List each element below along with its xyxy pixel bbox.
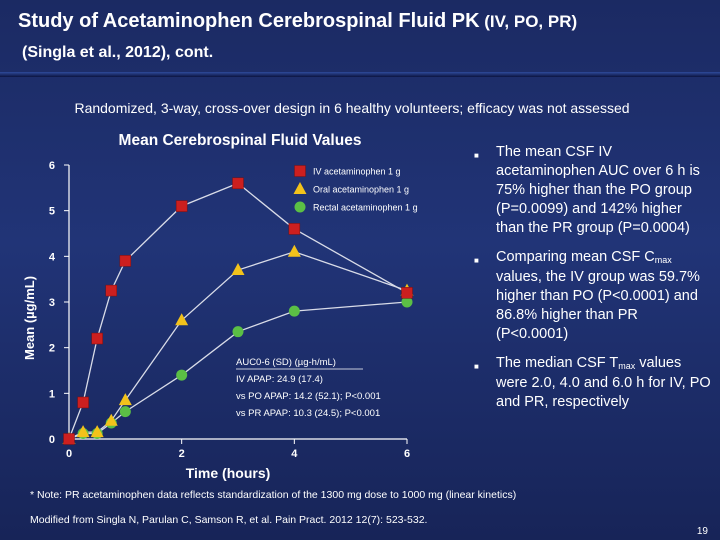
finding-tmax: ■ The median CSF Tmax values were 2.0, 4… (474, 354, 714, 412)
page-title-main: Study of Acetaminophen Cerebrospinal Flu… (18, 10, 480, 32)
data-point-circle (288, 305, 300, 317)
data-point-circle (119, 406, 131, 418)
data-point-triangle (90, 425, 104, 438)
auc-annotation-line: AUC0-6 (SD) (µg-h/mL) (236, 357, 336, 368)
finding-cmax-text-end: values, the IV group was 59.7% higher th… (496, 269, 700, 342)
page-number: 19 (696, 526, 708, 537)
x-axis-label: Time (hours) (186, 465, 271, 481)
page-title: Study of Acetaminophen Cerebrospinal Flu… (18, 10, 577, 33)
legend-marker-triangle (293, 182, 307, 194)
bullet-square-icon: ■ (474, 151, 479, 160)
y-axis-label: Mean (µg/mL) (22, 276, 37, 360)
data-point-triangle (287, 244, 301, 257)
data-point-triangle (76, 425, 90, 438)
finding-auc: ■ The mean CSF IV acetaminophen AUC over… (474, 143, 714, 238)
auc-annotation-line: vs PO APAP: 14.2 (52.1); P<0.001 (236, 391, 381, 402)
x-tick-label: 6 (404, 448, 410, 460)
finding-tmax-text-end: values were 2.0, 4.0 and 6.0 h for IV, P… (496, 355, 711, 410)
data-point-circle (401, 296, 413, 308)
findings-list: ■ The mean CSF IV acetaminophen AUC over… (474, 143, 714, 422)
y-tick-label: 6 (49, 160, 55, 172)
data-point-triangle (104, 413, 118, 426)
bullet-square-icon: ■ (474, 256, 479, 265)
finding-tmax-text-start: The median CSF T (496, 355, 619, 371)
data-point-square (63, 433, 75, 445)
auc-annotation-line: IV APAP: 24.9 (17.4) (236, 374, 323, 385)
finding-auc-text: The mean CSF IV acetaminophen AUC over 6… (496, 144, 700, 236)
data-point-square (232, 177, 244, 190)
header-divider (0, 72, 720, 77)
data-point-square (119, 255, 132, 267)
data-point-triangle (175, 313, 189, 326)
y-tick-label: 1 (49, 388, 55, 400)
data-point-triangle (231, 263, 245, 276)
data-point-square (105, 284, 117, 297)
y-tick-label: 0 (49, 434, 55, 446)
data-point-circle (232, 326, 244, 338)
study-design-subtitle: Randomized, 3-way, cross-over design in … (74, 100, 630, 116)
data-point-circle (176, 369, 188, 381)
finding-tmax-subscript: max (618, 361, 636, 371)
data-point-square (77, 396, 89, 409)
data-point-square (91, 332, 103, 345)
finding-cmax-subscript: max (654, 255, 672, 265)
data-point-square (288, 223, 301, 235)
chart-title: Mean Cerebrospinal Fluid Values (118, 132, 362, 149)
y-tick-label: 5 (49, 206, 55, 218)
y-tick-label: 2 (49, 343, 55, 355)
legend-label: IV acetaminophen 1 g (313, 167, 401, 177)
finding-tmax-text: The median CSF Tmax values were 2.0, 4.0… (496, 354, 714, 412)
citation: Modified from Singla N, Parulan C, Samso… (30, 514, 428, 526)
data-point-triangle (118, 393, 132, 406)
footnote: * Note: PR acetaminophen data reflects s… (30, 489, 517, 501)
x-tick-label: 0 (66, 448, 72, 460)
finding-cmax-text: Comparing mean CSF Cmax values, the IV g… (496, 248, 714, 344)
finding-cmax: ■ Comparing mean CSF Cmax values, the IV… (474, 248, 714, 344)
data-point-square (175, 200, 188, 212)
page-title-suffix: (IV, PO, PR) (479, 12, 578, 31)
pk-line-chart: 0 1 2 3 4 5 6 0 2 4 6 Mean (µg/mL) Time (hours) IV ac… (22, 160, 418, 481)
auc-annotation-line: vs PR APAP: 10.3 (24.5); P<0.001 (236, 408, 380, 419)
legend-label: Oral acetaminophen 1 g (313, 185, 409, 195)
finding-cmax-text-start: Comparing mean CSF C (496, 249, 655, 265)
x-tick-label: 2 (179, 448, 185, 460)
x-tick-label: 4 (291, 448, 298, 460)
data-point-square (401, 287, 413, 299)
y-tick-label: 3 (49, 297, 55, 309)
bullet-square-icon: ■ (474, 362, 479, 371)
y-tick-label: 4 (49, 251, 56, 263)
legend-marker-square (294, 165, 306, 177)
legend-marker-circle (294, 201, 306, 213)
legend-label: Rectal acetaminophen 1 g (313, 203, 418, 213)
page-title-line2: (Singla et al., 2012), cont. (22, 44, 214, 61)
